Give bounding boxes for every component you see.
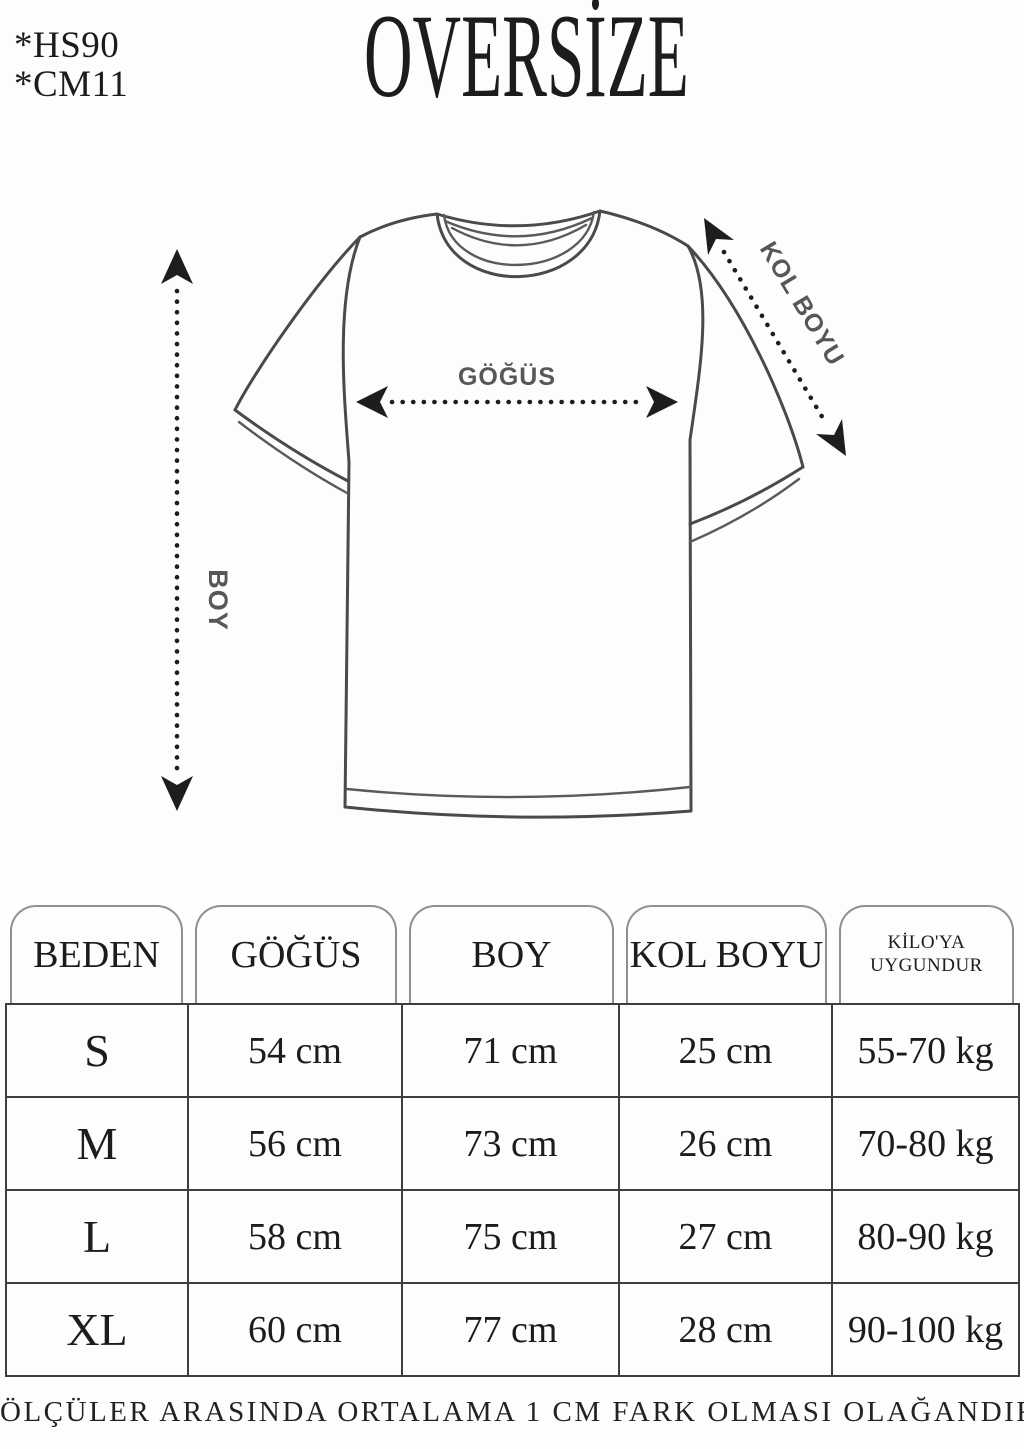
size-value: S — [84, 1025, 110, 1076]
chest-value: 60 cm — [248, 1308, 342, 1351]
sleeve-value: 25 cm — [678, 1029, 773, 1072]
chest-value: 58 cm — [248, 1215, 342, 1258]
table-row-m: M 56 cm 73 cm 26 cm 70-80 kg — [5, 1096, 1020, 1191]
cell-chest: 54 cm — [187, 1003, 403, 1098]
column-header-label: GÖĞÜS — [230, 934, 362, 976]
cell-chest: 60 cm — [187, 1282, 403, 1377]
chest-value: 54 cm — [248, 1029, 342, 1072]
arrowhead-right-icon — [646, 386, 678, 418]
weight-value: 70-80 kg — [857, 1122, 994, 1165]
product-codes: *HS90 *CM11 — [14, 25, 129, 106]
column-header-label: KİLO'YA UYGUNDUR — [870, 932, 983, 976]
column-header-label: KOL BOYU — [629, 934, 824, 976]
product-code-2: *CM11 — [14, 64, 129, 106]
cell-size: M — [5, 1096, 189, 1191]
cell-sleeve: 28 cm — [618, 1282, 833, 1377]
arrowhead-upleft-icon — [704, 218, 734, 255]
weight-value: 80-90 kg — [857, 1215, 994, 1258]
arrowhead-left-icon — [356, 386, 388, 418]
tshirt-measurement-diagram: GÖĞÜS BOY KOL BOYU — [161, 209, 850, 819]
column-header-label: BOY — [471, 934, 552, 976]
cell-length: 75 cm — [401, 1189, 620, 1284]
product-code-1: *HS90 — [14, 25, 120, 66]
cell-weight: 80-90 kg — [831, 1189, 1020, 1284]
table-row-s: S 54 cm 71 cm 25 cm 55-70 kg — [5, 1003, 1020, 1098]
weight-value: 90-100 kg — [847, 1308, 1004, 1351]
arrowhead-downright-icon — [816, 419, 846, 456]
cell-sleeve: 27 cm — [618, 1189, 833, 1284]
cell-size: S — [5, 1003, 189, 1098]
chest-value: 56 cm — [248, 1122, 342, 1165]
size-value: L — [82, 1211, 112, 1262]
table-row-xl: XL 60 cm 77 cm 28 cm 90-100 kg — [5, 1282, 1020, 1377]
sleeve-value: 26 cm — [678, 1122, 773, 1165]
column-header-beden: BEDEN — [10, 905, 183, 1003]
weight-value: 55-70 kg — [857, 1029, 994, 1072]
table-row-l: L 58 cm 75 cm 27 cm 80-90 kg — [5, 1189, 1020, 1284]
tshirt-illustration — [233, 209, 805, 819]
cell-length: 71 cm — [401, 1003, 620, 1098]
column-header-kol-boyu: KOL BOYU — [626, 905, 827, 1003]
column-header-gogus: GÖĞÜS — [195, 905, 397, 1003]
size-table: S 54 cm 71 cm 25 cm 55-70 kg M 56 cm 73 … — [5, 1003, 1020, 1377]
column-header-boy: BOY — [409, 905, 614, 1003]
chest-label: GÖĞÜS — [458, 362, 556, 391]
sleeve-value: 27 cm — [678, 1215, 773, 1258]
cell-size: L — [5, 1189, 189, 1284]
cell-length: 77 cm — [401, 1282, 620, 1377]
chest-measure-arrow: GÖĞÜS — [356, 362, 678, 418]
cell-weight: 70-80 kg — [831, 1096, 1020, 1191]
measurement-disclaimer: ÖLÇÜLER ARASINDA ORTALAMA 1 CM FARK OLMA… — [0, 1396, 1024, 1428]
cell-weight: 90-100 kg — [831, 1282, 1020, 1377]
length-value: 71 cm — [463, 1029, 558, 1072]
cell-weight: 55-70 kg — [831, 1003, 1020, 1098]
cell-chest: 58 cm — [187, 1189, 403, 1284]
page-title: OVERSİZE — [364, 0, 689, 122]
length-value: 73 cm — [463, 1122, 558, 1165]
sleeve-measure-arrow: KOL BOYU — [704, 218, 850, 456]
length-value: 75 cm — [463, 1215, 558, 1258]
sleeve-label: KOL BOYU — [754, 237, 850, 371]
cell-chest: 56 cm — [187, 1096, 403, 1191]
cell-sleeve: 26 cm — [618, 1096, 833, 1191]
column-header-label: BEDEN — [33, 934, 160, 976]
cell-size: XL — [5, 1282, 189, 1377]
length-measure-arrow: BOY — [161, 249, 233, 811]
size-value: M — [76, 1118, 118, 1169]
sleeve-value: 28 cm — [678, 1308, 773, 1351]
length-label: BOY — [203, 569, 233, 631]
column-header-kilo: KİLO'YA UYGUNDUR — [839, 905, 1014, 1003]
length-value: 77 cm — [463, 1308, 558, 1351]
cell-length: 73 cm — [401, 1096, 620, 1191]
arrowhead-up-icon — [161, 249, 193, 284]
arrowhead-down-icon — [161, 776, 193, 811]
size-value: XL — [66, 1304, 128, 1355]
cell-sleeve: 25 cm — [618, 1003, 833, 1098]
